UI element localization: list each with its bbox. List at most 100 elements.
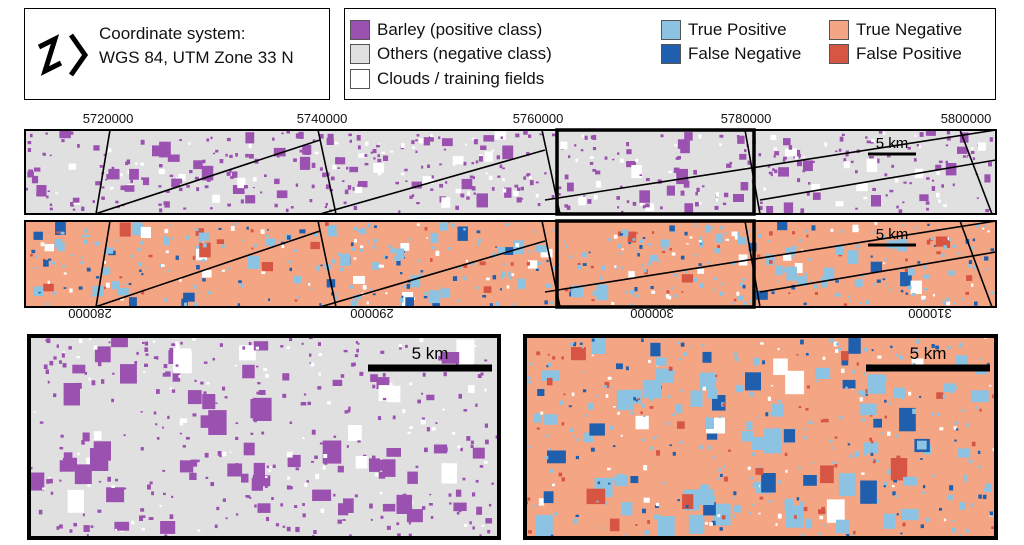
field-patch <box>581 371 584 374</box>
field-patch <box>196 265 200 270</box>
field-patch <box>400 143 405 148</box>
field-patch <box>491 482 494 485</box>
field-patch <box>740 182 749 191</box>
field-patch <box>200 415 214 428</box>
field-patch <box>101 196 105 200</box>
field-patch <box>552 133 556 137</box>
field-patch <box>785 370 805 395</box>
field-patch <box>837 347 842 351</box>
field-patch <box>753 357 760 366</box>
field-patch <box>195 228 204 236</box>
field-patch <box>91 294 94 297</box>
field-patch <box>206 177 211 182</box>
field-patch <box>348 406 351 410</box>
field-patch <box>767 396 771 401</box>
field-patch <box>989 137 993 142</box>
field-patch <box>527 497 531 501</box>
field-patch <box>775 523 778 526</box>
legend-item-false-positive: False Positive <box>829 44 962 64</box>
field-patch <box>768 412 771 415</box>
field-patch <box>382 503 396 512</box>
field-patch <box>46 302 49 306</box>
field-patch <box>260 229 265 234</box>
field-patch <box>364 154 368 157</box>
field-patch <box>186 235 190 240</box>
field-patch <box>183 292 195 302</box>
field-patch <box>674 294 678 298</box>
field-patch <box>226 137 231 142</box>
field-patch <box>205 476 209 479</box>
field-patch <box>894 494 898 498</box>
field-patch <box>471 137 475 141</box>
field-patch <box>538 498 545 506</box>
field-patch <box>759 496 764 500</box>
field-patch <box>219 455 222 458</box>
field-patch <box>318 353 322 357</box>
field-patch <box>614 474 628 487</box>
field-patch <box>46 479 50 484</box>
field-patch <box>528 134 532 138</box>
field-patch <box>873 230 876 234</box>
field-patch <box>123 487 127 490</box>
field-patch <box>900 272 912 287</box>
field-patch <box>637 253 640 257</box>
legend-item-clouds: Clouds / training fields <box>350 69 544 89</box>
field-patch <box>485 439 489 445</box>
field-patch <box>313 233 319 237</box>
field-patch <box>612 158 615 161</box>
field-patch <box>790 519 794 523</box>
field-patch <box>477 374 482 378</box>
field-patch <box>513 190 519 197</box>
field-patch <box>920 458 923 460</box>
field-patch <box>805 408 809 411</box>
field-patch <box>853 530 856 535</box>
field-patch <box>313 530 317 534</box>
field-patch <box>343 498 354 513</box>
field-patch <box>740 295 744 300</box>
field-patch <box>905 258 908 262</box>
field-patch <box>194 302 197 307</box>
field-patch <box>304 482 308 487</box>
field-patch <box>581 252 587 258</box>
field-patch <box>233 223 237 226</box>
field-patch <box>540 248 553 258</box>
field-patch <box>312 489 332 501</box>
field-patch <box>222 498 226 502</box>
scale-bar-label: 5 km <box>412 344 449 363</box>
field-patch <box>822 356 826 360</box>
field-patch <box>823 267 835 282</box>
field-patch <box>611 302 615 305</box>
field-patch <box>768 171 773 175</box>
field-patch <box>596 284 609 301</box>
field-patch <box>938 199 941 203</box>
field-patch <box>947 494 953 501</box>
field-patch <box>324 205 327 209</box>
field-patch <box>141 290 145 295</box>
legend-label-barley: Barley (positive class) <box>377 20 543 39</box>
field-patch <box>536 351 541 356</box>
field-patch <box>736 385 744 393</box>
field-patch <box>80 256 84 259</box>
field-patch <box>47 280 50 284</box>
field-patch <box>609 386 613 389</box>
field-patch <box>484 151 493 162</box>
field-patch <box>130 179 133 183</box>
field-patch <box>175 255 179 260</box>
field-patch <box>719 143 722 146</box>
field-patch <box>25 187 28 191</box>
field-patch <box>500 274 505 279</box>
field-patch <box>428 503 433 506</box>
field-patch <box>426 237 429 239</box>
field-patch <box>903 181 907 184</box>
field-patch <box>346 445 349 448</box>
field-patch <box>838 254 843 257</box>
field-patch <box>544 455 549 460</box>
field-patch <box>485 518 493 524</box>
field-patch <box>968 260 973 264</box>
field-patch <box>441 463 457 484</box>
field-patch <box>84 371 87 375</box>
field-patch <box>430 258 433 262</box>
field-patch <box>592 169 597 172</box>
field-patch <box>479 534 482 536</box>
field-patch <box>144 363 148 367</box>
